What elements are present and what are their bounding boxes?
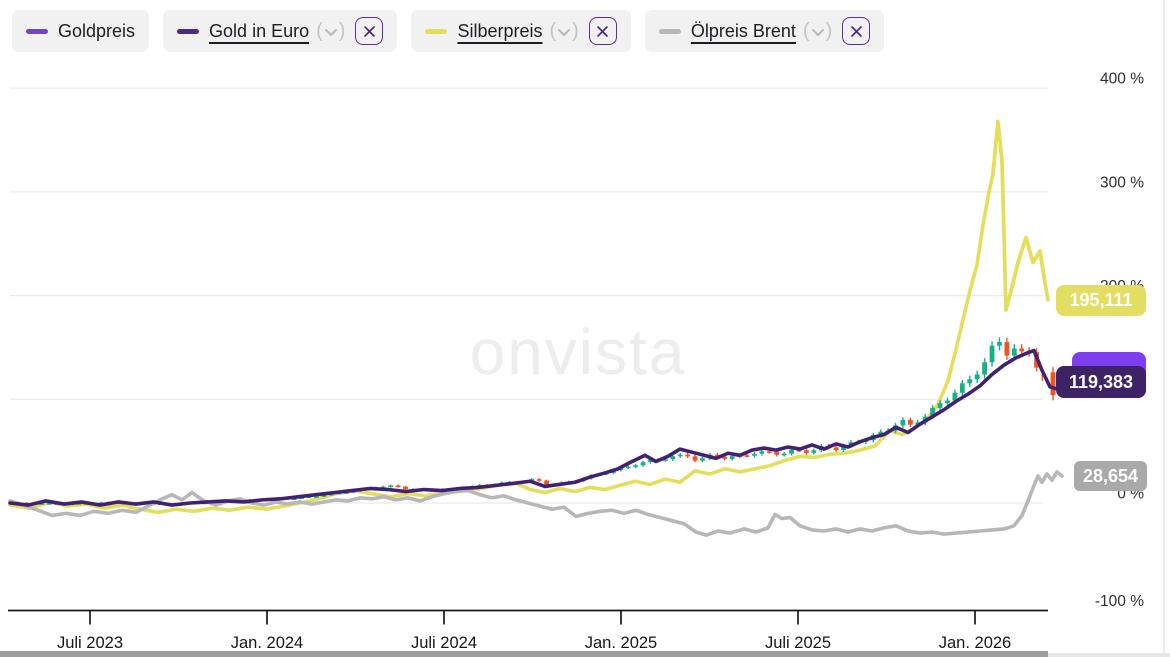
x-axis-tick-label: Juli 2024 (411, 634, 477, 652)
silberpreis-options-button[interactable]: () (549, 19, 579, 42)
legend-chip-goldpreis[interactable]: Goldpreis (12, 10, 150, 52)
legend-label-oelpreis-brent[interactable]: Ölpreis Brent (690, 20, 796, 41)
y-axis-tick-label: 400 % (1100, 71, 1144, 88)
oelpreis-brent-options-button[interactable]: () (802, 19, 833, 42)
y-axis-tick-label: -100 % (1095, 593, 1144, 610)
close-icon (850, 25, 862, 37)
x-axis-tick-label: Jan. 2026 (939, 634, 1011, 652)
legend-chip-gold-in-euro: Gold in Euro () (163, 10, 398, 52)
close-icon (597, 25, 609, 37)
x-axis-tick-label: Juli 2025 (765, 634, 831, 652)
value-badge-silberpreis: 195,111 (1056, 285, 1146, 316)
series-silberpreis (8, 119, 1050, 515)
series-gold-in-euro (8, 348, 1059, 507)
right-axis-divider (1163, 0, 1165, 657)
legend-label-gold-in-euro[interactable]: Gold in Euro (209, 20, 310, 41)
gold-in-euro-color-dash (177, 28, 200, 34)
legend-label-silberpreis[interactable]: Silberpreis (457, 20, 543, 41)
silberpreis-remove-button[interactable] (588, 17, 617, 45)
chevron-down-icon (558, 28, 571, 36)
y-axis-labels: 400 %300 %200 %100 %0 %-100 % (1095, 71, 1144, 610)
oelpreis-brent-remove-button[interactable] (842, 17, 871, 45)
goldpreis-color-dash (26, 28, 48, 34)
x-axis-tick-label: Juli 2023 (57, 634, 123, 652)
gold-in-euro-remove-button[interactable] (355, 17, 384, 45)
close-icon (364, 25, 375, 37)
legend-chip-silberpreis: Silberpreis () (411, 10, 631, 52)
chart-legend: Goldpreis Gold in Euro () Silberpreis ()… (12, 10, 885, 52)
legend-label-goldpreis: Goldpreis (58, 20, 136, 41)
gridlines (10, 87, 1048, 504)
x-axis-tick-label: Jan. 2024 (231, 634, 303, 652)
bottom-scroll-track-end (1048, 653, 1170, 657)
oelpreis-brent-color-dash (658, 28, 681, 34)
value-badge-oelpreis-brent: 28,654 (1074, 461, 1147, 491)
onvista-watermark: onvista (469, 316, 687, 388)
silberpreis-color-dash (425, 28, 448, 34)
gold-in-euro-options-button[interactable]: () (316, 19, 346, 42)
legend-chip-oelpreis-brent: Ölpreis Brent () (644, 10, 885, 52)
series-goldpreis-last-candle (1050, 367, 1056, 401)
value-badge-gold-in-euro: 119,383 (1056, 366, 1146, 398)
latest-value-highlight-strip (1043, 290, 1052, 590)
series-silberpreis-tail (991, 119, 1050, 312)
bottom-scroll-track[interactable] (0, 651, 1048, 657)
chevron-down-icon (324, 28, 337, 36)
y-axis-tick-label: 300 % (1100, 174, 1144, 191)
x-axis: Juli 2023 Jan. 2024 Juli 2024 Jan. 2025 Juli… (8, 609, 1048, 652)
x-axis-tick-label: Jan. 2025 (585, 634, 657, 652)
chevron-down-icon (811, 28, 824, 36)
